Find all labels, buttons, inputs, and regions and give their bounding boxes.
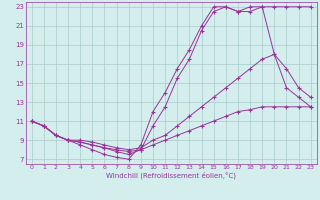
X-axis label: Windchill (Refroidissement éolien,°C): Windchill (Refroidissement éolien,°C) (106, 172, 236, 179)
